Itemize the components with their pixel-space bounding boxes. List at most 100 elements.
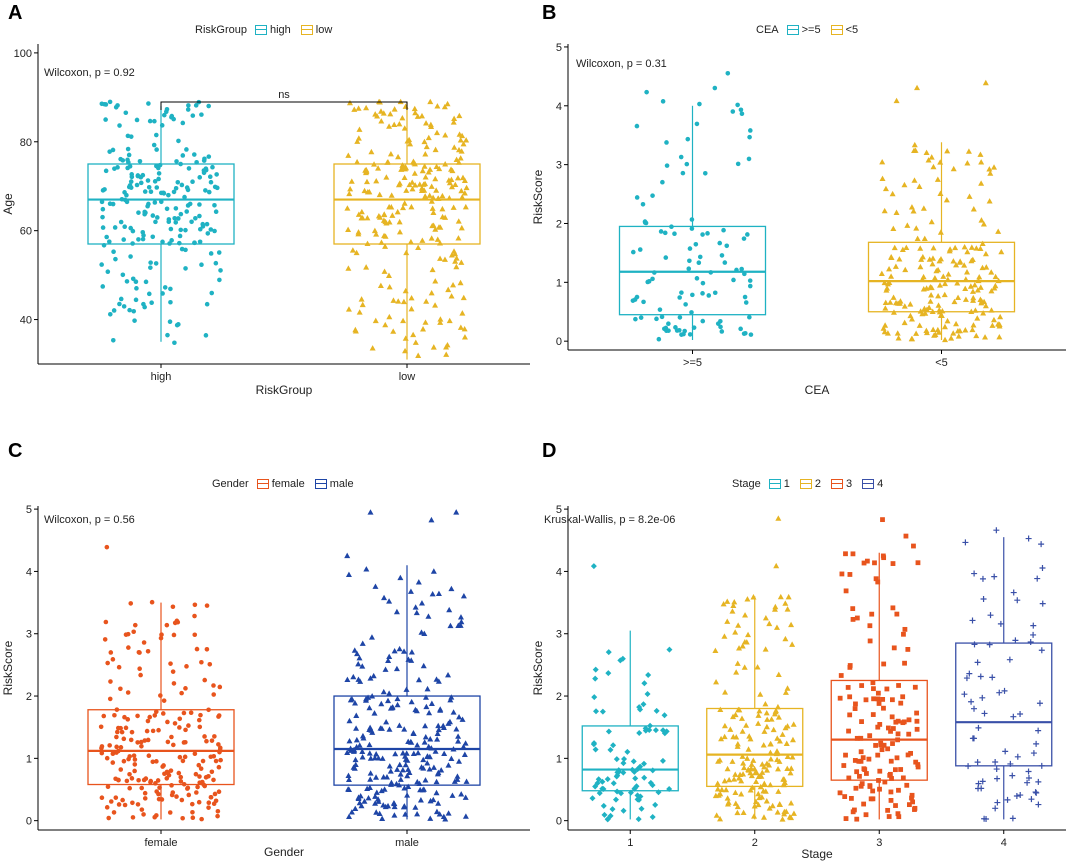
data-point bbox=[212, 228, 217, 234]
data-point bbox=[375, 755, 382, 761]
data-point bbox=[732, 800, 739, 806]
legend-label: 2 bbox=[814, 478, 821, 490]
data-point bbox=[363, 695, 370, 702]
data-point bbox=[867, 638, 873, 644]
data-point bbox=[147, 118, 153, 124]
data-point bbox=[137, 666, 142, 672]
data-point bbox=[706, 293, 712, 298]
data-point bbox=[424, 760, 431, 766]
data-point bbox=[1025, 768, 1032, 775]
data-point bbox=[962, 327, 969, 333]
data-point bbox=[392, 750, 399, 757]
data-point bbox=[143, 279, 149, 285]
data-point bbox=[937, 159, 944, 165]
data-point bbox=[402, 756, 409, 762]
data-point bbox=[788, 800, 795, 806]
data-point bbox=[184, 664, 189, 669]
data-point bbox=[617, 657, 624, 664]
data-point bbox=[395, 181, 402, 188]
data-point bbox=[721, 777, 728, 784]
data-point bbox=[747, 134, 752, 140]
data-point bbox=[772, 707, 779, 714]
data-point bbox=[893, 299, 900, 306]
data-point bbox=[372, 800, 379, 806]
data-point bbox=[352, 326, 359, 333]
data-point bbox=[979, 264, 986, 271]
data-point bbox=[212, 202, 217, 208]
data-point bbox=[860, 755, 866, 761]
data-point bbox=[432, 302, 439, 308]
data-point bbox=[743, 722, 750, 728]
data-point bbox=[934, 176, 941, 182]
data-point bbox=[994, 799, 1001, 806]
data-point bbox=[122, 224, 128, 229]
data-point bbox=[371, 710, 378, 716]
data-point bbox=[141, 640, 147, 645]
data-point bbox=[193, 771, 199, 777]
data-point bbox=[345, 772, 352, 779]
data-point bbox=[759, 761, 766, 767]
data-point bbox=[397, 776, 404, 782]
data-point bbox=[600, 802, 607, 809]
data-point bbox=[624, 748, 631, 755]
data-point bbox=[735, 622, 742, 628]
data-point bbox=[119, 729, 125, 735]
data-point bbox=[459, 194, 466, 200]
data-point bbox=[376, 98, 383, 105]
data-point bbox=[216, 713, 222, 718]
data-point bbox=[871, 686, 876, 692]
data-point bbox=[721, 227, 726, 233]
data-point bbox=[712, 85, 718, 91]
data-point bbox=[893, 97, 900, 104]
data-point bbox=[168, 226, 174, 232]
data-point bbox=[920, 273, 927, 280]
data-point bbox=[946, 247, 953, 254]
data-point bbox=[863, 697, 869, 703]
legend-item: 1 bbox=[768, 478, 790, 490]
data-point bbox=[184, 185, 190, 190]
data-point bbox=[98, 724, 104, 730]
data-point bbox=[463, 778, 470, 784]
data-point bbox=[412, 604, 419, 610]
data-point bbox=[208, 227, 214, 232]
data-point bbox=[206, 805, 211, 810]
data-point bbox=[390, 297, 397, 303]
data-point bbox=[386, 284, 393, 290]
x-tick-label: male bbox=[395, 837, 419, 849]
data-point bbox=[652, 801, 659, 808]
data-point bbox=[132, 768, 137, 774]
data-point bbox=[385, 272, 392, 278]
data-point bbox=[461, 751, 468, 757]
data-point bbox=[117, 301, 122, 307]
data-point bbox=[375, 212, 382, 219]
data-point bbox=[396, 120, 403, 127]
data-point bbox=[982, 79, 989, 86]
data-point bbox=[732, 789, 739, 796]
box-iqr bbox=[333, 695, 481, 786]
data-point bbox=[957, 258, 964, 264]
data-point bbox=[882, 305, 889, 311]
data-point bbox=[854, 735, 860, 741]
data-point bbox=[717, 790, 724, 797]
data-point bbox=[864, 558, 870, 564]
data-point bbox=[936, 257, 943, 264]
data-point bbox=[356, 654, 363, 661]
data-point bbox=[878, 270, 885, 277]
chart-legend: RiskGroup high low bbox=[195, 24, 338, 36]
data-point bbox=[452, 181, 459, 188]
stat-test-label: Kruskal-Wallis, p = 8.2e-06 bbox=[544, 514, 676, 526]
data-point bbox=[733, 734, 740, 740]
y-axis-title: RiskScore bbox=[531, 640, 545, 695]
data-point bbox=[457, 614, 464, 620]
data-point bbox=[779, 731, 786, 737]
data-point bbox=[894, 755, 900, 761]
y-tick-label: 0 bbox=[26, 816, 32, 828]
data-point bbox=[757, 691, 764, 697]
data-point bbox=[896, 300, 903, 306]
data-point bbox=[931, 275, 938, 281]
data-point bbox=[145, 648, 151, 654]
data-point bbox=[847, 712, 853, 718]
data-point bbox=[405, 783, 412, 790]
data-point bbox=[641, 680, 648, 687]
data-point bbox=[970, 206, 977, 212]
